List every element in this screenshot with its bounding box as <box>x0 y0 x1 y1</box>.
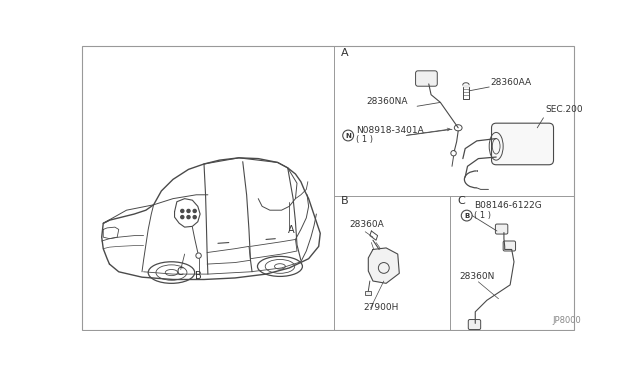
Circle shape <box>343 130 353 141</box>
Text: SEC.200: SEC.200 <box>545 105 582 115</box>
Text: B: B <box>341 196 349 206</box>
Circle shape <box>461 210 472 221</box>
Text: B08146-6122G: B08146-6122G <box>474 201 542 210</box>
Text: 27900H: 27900H <box>363 303 398 312</box>
Bar <box>365 291 371 295</box>
Text: N08918-3401A: N08918-3401A <box>356 126 424 135</box>
Text: 28360A: 28360A <box>349 220 385 229</box>
Text: B: B <box>195 271 202 281</box>
FancyBboxPatch shape <box>415 71 437 86</box>
Text: C: C <box>176 267 183 277</box>
Text: A: A <box>341 48 349 58</box>
Text: B: B <box>464 212 469 219</box>
Text: ( 1 ): ( 1 ) <box>356 135 373 144</box>
Circle shape <box>187 216 190 219</box>
Text: 28360AA: 28360AA <box>491 78 532 87</box>
Circle shape <box>187 209 190 212</box>
Circle shape <box>193 216 196 219</box>
FancyBboxPatch shape <box>468 320 481 330</box>
Polygon shape <box>368 248 399 283</box>
Text: 28360N: 28360N <box>460 272 495 282</box>
FancyBboxPatch shape <box>503 241 516 251</box>
Text: 28360NA: 28360NA <box>367 97 408 106</box>
Text: A: A <box>288 225 294 234</box>
Text: C: C <box>458 196 465 206</box>
FancyBboxPatch shape <box>495 224 508 234</box>
Text: JP8000: JP8000 <box>553 316 582 326</box>
Circle shape <box>180 209 184 212</box>
Circle shape <box>193 209 196 212</box>
Circle shape <box>180 216 184 219</box>
Text: N: N <box>345 132 351 138</box>
FancyBboxPatch shape <box>492 123 554 165</box>
Text: ( 1 ): ( 1 ) <box>474 211 492 220</box>
